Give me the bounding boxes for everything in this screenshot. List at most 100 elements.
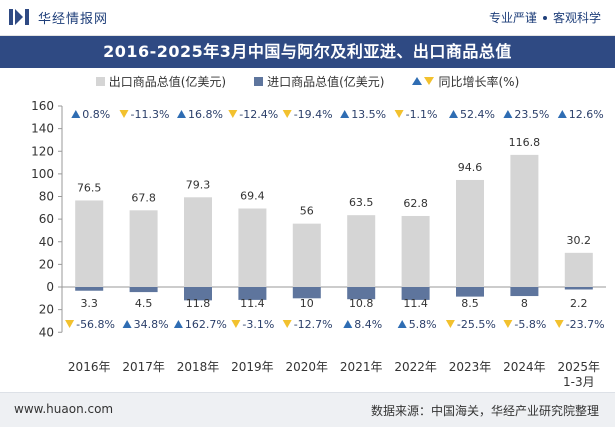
growth-value-text: 16.8%: [188, 108, 223, 121]
growth-value-text: -19.4%: [294, 108, 333, 121]
growth-down-triangle-icon: [554, 320, 564, 328]
slogan-objective: 客观科学: [552, 11, 601, 25]
export-bar: [184, 197, 212, 287]
x-category-label: 2022年: [394, 360, 437, 374]
import-value-label: 3.3: [80, 297, 98, 310]
growth-up-triangle-icon: [71, 110, 81, 118]
x-category-label: 2018年: [177, 360, 220, 374]
import-bar: [456, 287, 484, 297]
separator-dot-icon: [542, 15, 547, 20]
export-growth-label: 0.8%: [71, 108, 110, 121]
y-tick-label: 140: [31, 122, 54, 136]
x-category-label: 2019年: [231, 360, 274, 374]
growth-value-text: -1.1%: [406, 108, 438, 121]
import-growth-label: -12.7%: [282, 318, 333, 331]
export-value-label: 67.8: [131, 191, 156, 204]
import-growth-label: 34.8%: [122, 318, 169, 331]
import-bar: [510, 287, 539, 297]
y-tick-label: 80: [39, 190, 54, 204]
growth-down-triangle-icon: [65, 320, 75, 328]
x-category-label: 2020年: [286, 360, 329, 374]
export-growth-label: -19.4%: [282, 108, 333, 121]
export-bar: [456, 179, 484, 287]
legend-item-exports: 出口商品总值(亿美元): [95, 73, 227, 90]
y-tick-label: 20: [39, 257, 54, 271]
growth-down-triangle-icon: [282, 320, 292, 328]
legend-label-growth: 同比增长率(%): [438, 74, 520, 89]
import-value-label: 11.8: [186, 297, 211, 310]
top-bar: 华经情报网 专业严谨 客观科学: [0, 0, 615, 36]
growth-up-triangle-icon: [397, 320, 407, 328]
export-value-label: 79.3: [186, 178, 211, 191]
growth-down-triangle-icon: [394, 110, 404, 118]
growth-value-text: -12.4%: [239, 108, 278, 121]
export-bar: [510, 154, 539, 287]
x-category-label: 2017年: [122, 360, 165, 374]
legend-label-exports: 出口商品总值(亿美元): [108, 74, 227, 89]
import-value-label: 11.4: [403, 297, 428, 310]
huajing-logo-icon: [9, 9, 29, 25]
legend-item-growth: 同比增长率(%): [412, 73, 519, 90]
growth-down-triangle-icon: [231, 320, 241, 328]
growth-up-triangle-icon: [503, 110, 513, 118]
export-value-label: 116.8: [509, 136, 541, 149]
import-bar: [184, 287, 212, 301]
import-growth-label: 8.4%: [343, 318, 382, 331]
export-value-label: 30.2: [567, 234, 592, 247]
export-value-label: 62.8: [403, 197, 428, 210]
growth-value-text: 0.8%: [82, 108, 110, 121]
x-category-label: 1-3月: [563, 375, 595, 389]
footer: www.huaon.com 数据来源：中国海关，华经产业研究院整理: [0, 392, 615, 427]
export-bar: [401, 215, 430, 287]
export-growth-label: -12.4%: [228, 108, 278, 121]
import-value-label: 4.5: [135, 297, 153, 310]
y-tick-label: 100: [31, 167, 54, 181]
growth-value-text: 52.4%: [460, 108, 495, 121]
x-category-label: 2024年: [503, 360, 546, 374]
import-growth-label: -23.7%: [554, 318, 605, 331]
chart-title: 2016-2025年3月中国与阿尔及利亚进、出口商品总值: [103, 42, 512, 61]
footer-website[interactable]: www.huaon.com: [14, 402, 114, 416]
triangle-down-icon: [424, 77, 435, 85]
y-tick-label: 120: [31, 144, 54, 158]
chart-legend: 出口商品总值(亿美元) 进口商品总值(亿美元) 同比增长率(%): [0, 71, 615, 91]
slogan: 专业严谨 客观科学: [489, 9, 601, 26]
export-bar: [238, 208, 267, 287]
growth-value-text: 5.8%: [409, 318, 437, 331]
slogan-professional: 专业严谨: [488, 11, 537, 25]
export-growth-label: 13.5%: [340, 108, 386, 121]
chart-labels: 76.5 3.3 0.8% -56.8% 2016年 67.8 4.5 -11.3% 34.8%…: [65, 108, 605, 389]
import-value-label: 11.4: [240, 297, 265, 310]
growth-down-triangle-icon: [228, 110, 238, 118]
triangle-up-icon: [412, 77, 423, 85]
brand[interactable]: 华经情报网: [8, 6, 108, 28]
growth-value-text: 162.7%: [185, 318, 227, 331]
import-bar: [129, 287, 158, 293]
import-value-label: 8: [521, 297, 528, 310]
export-growth-label: 23.5%: [503, 108, 549, 121]
growth-value-text: 12.6%: [569, 108, 604, 121]
chart-bars: [75, 154, 593, 301]
growth-value-text: -56.8%: [76, 318, 115, 331]
growth-down-triangle-icon: [503, 320, 513, 328]
export-value-label: 76.5: [77, 181, 102, 194]
growth-up-triangle-icon: [343, 320, 353, 328]
growth-value-text: -12.7%: [294, 318, 333, 331]
import-growth-label: 5.8%: [397, 318, 437, 331]
import-bar: [401, 287, 430, 300]
footer-source: 数据来源：中国海关，华经产业研究院整理: [370, 404, 599, 418]
export-value-label: 63.5: [349, 196, 374, 209]
growth-up-triangle-icon: [340, 110, 350, 118]
export-bar: [292, 223, 321, 287]
export-growth-label: 52.4%: [449, 108, 495, 121]
export-growth-label: -1.1%: [394, 108, 438, 121]
growth-value-text: -11.3%: [131, 108, 170, 121]
x-category-label: 2023年: [449, 360, 492, 374]
growth-value-text: -3.1%: [242, 318, 274, 331]
import-bar: [238, 287, 267, 300]
import-growth-label: -25.5%: [445, 318, 496, 331]
growth-value-text: 8.4%: [354, 318, 382, 331]
import-bar: [347, 287, 376, 300]
y-tick-label: 40: [39, 325, 54, 339]
brand-name: 华经情报网: [38, 11, 109, 27]
